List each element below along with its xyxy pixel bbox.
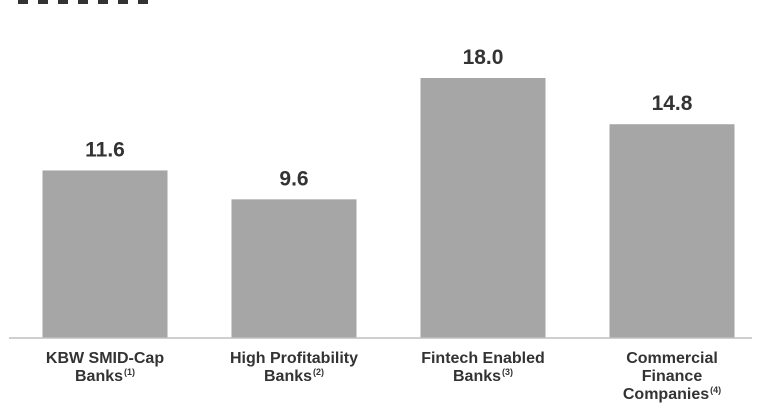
category-label-line: Banks(2)	[263, 366, 325, 385]
footnote-marker: (4)	[710, 384, 722, 395]
category-label: High Profitability Banks(2)	[204, 350, 384, 386]
category-label-line: Finance	[641, 368, 703, 385]
bar	[231, 199, 357, 338]
data-label: 14.8	[652, 92, 693, 115]
footnote-marker: (2)	[313, 366, 325, 377]
bar	[609, 124, 735, 338]
category-label-line: Commercial	[626, 350, 718, 367]
data-label: 11.6	[85, 138, 125, 161]
bar	[42, 170, 168, 338]
bar	[420, 78, 546, 338]
data-label: 18.0	[463, 46, 504, 69]
category-label: Fintech Enabled Banks(3)	[393, 350, 573, 386]
footnote-marker: (1)	[124, 366, 136, 377]
footnote-marker: (3)	[502, 366, 514, 377]
category-label-line: KBW SMID-Cap	[45, 350, 165, 367]
data-labels-group: 11.6 9.6 18.0 14.8	[85, 46, 693, 190]
category-label: KBW SMID-Cap Banks(1)	[15, 350, 195, 386]
category-label-line: Banks(1)	[74, 366, 136, 385]
category-label-line: High Profitability	[230, 350, 358, 367]
data-label: 9.6	[279, 167, 308, 190]
category-label-line: Banks(3)	[452, 366, 514, 385]
cropped-title-fragment	[18, 0, 148, 4]
bars-group	[42, 78, 735, 338]
category-label-line: Companies(4)	[622, 384, 722, 403]
category-label-line: Fintech Enabled	[421, 350, 545, 367]
category-label: Commercial Finance Companies(4)	[582, 350, 761, 404]
